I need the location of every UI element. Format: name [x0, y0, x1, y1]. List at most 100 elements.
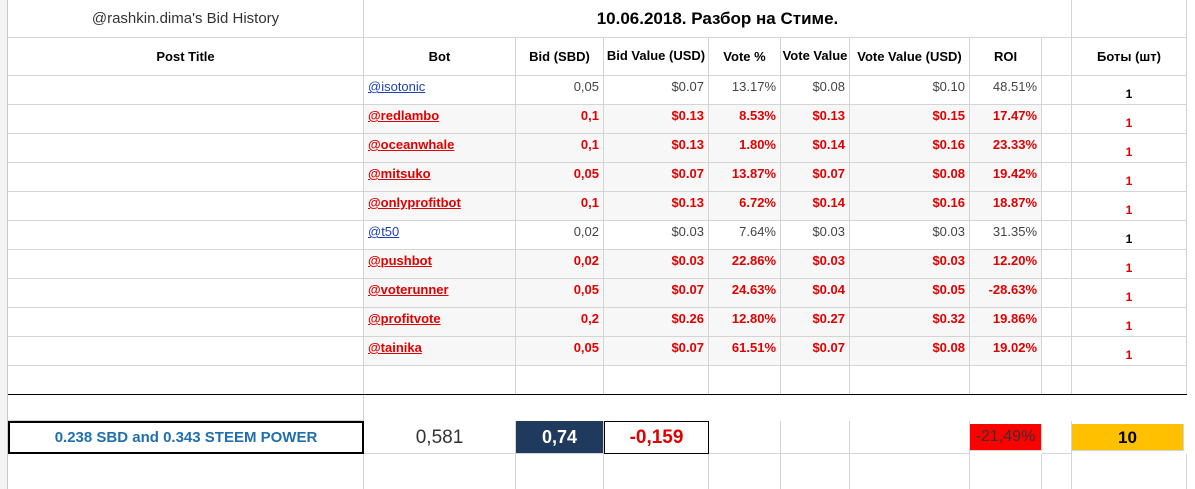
- bots-count-cell[interactable]: 1: [1072, 337, 1187, 366]
- vote-percent-cell[interactable]: 7.64%: [709, 221, 781, 250]
- bot-link-cell[interactable]: @onlyprofitbot: [364, 192, 516, 221]
- empty-cell[interactable]: [364, 454, 516, 489]
- col-header-vote-value-usd[interactable]: Vote Value (USD): [850, 38, 970, 76]
- empty-cell[interactable]: [8, 192, 364, 221]
- empty-cell[interactable]: [1042, 38, 1072, 76]
- roi-cell[interactable]: 19.02%: [970, 337, 1042, 366]
- empty-cell[interactable]: [516, 365, 604, 395]
- vote-percent-cell[interactable]: 1.80%: [709, 134, 781, 163]
- empty-cell[interactable]: [781, 454, 850, 489]
- bid-value-usd-cell[interactable]: $0.07: [604, 76, 709, 105]
- empty-cell[interactable]: [1072, 454, 1187, 489]
- col-header-vote-pct[interactable]: Vote %: [709, 38, 781, 76]
- bid-sbd-cell[interactable]: 0,05: [516, 163, 604, 192]
- bots-count-cell[interactable]: 1: [1072, 105, 1187, 134]
- empty-cell[interactable]: [1042, 365, 1072, 395]
- col-header-roi[interactable]: ROI: [970, 38, 1042, 76]
- vote-value-cell[interactable]: $0.07: [781, 163, 850, 192]
- empty-cell[interactable]: [781, 365, 850, 395]
- roi-cell[interactable]: 48.51%: [970, 76, 1042, 105]
- vote-value-cell[interactable]: $0.13: [781, 105, 850, 134]
- empty-cell[interactable]: [781, 421, 850, 454]
- bot-link[interactable]: @onlyprofitbot: [368, 195, 461, 210]
- empty-cell[interactable]: [8, 76, 364, 105]
- vote-value-usd-cell[interactable]: $0.08: [850, 337, 970, 366]
- vote-value-usd-cell[interactable]: $0.05: [850, 279, 970, 308]
- col-header-bots-count[interactable]: Боты (шт): [1072, 38, 1187, 76]
- date-title-cell[interactable]: 10.06.2018. Разбор на Стиме.: [364, 0, 1072, 38]
- empty-cell[interactable]: [8, 105, 364, 134]
- empty-cell[interactable]: [1042, 421, 1072, 454]
- empty-cell[interactable]: [8, 134, 364, 163]
- bid-sbd-cell[interactable]: 0,05: [516, 76, 604, 105]
- bot-link-cell[interactable]: @voterunner: [364, 279, 516, 308]
- bots-count-cell[interactable]: 1: [1072, 221, 1187, 250]
- roi-cell[interactable]: 19.42%: [970, 163, 1042, 192]
- empty-cell[interactable]: [1042, 134, 1072, 163]
- vote-percent-cell[interactable]: 13.87%: [709, 163, 781, 192]
- empty-cell[interactable]: [850, 365, 970, 395]
- roi-cell[interactable]: 31.35%: [970, 221, 1042, 250]
- empty-cell[interactable]: [1042, 279, 1072, 308]
- vote-percent-cell[interactable]: 61.51%: [709, 337, 781, 366]
- empty-cell[interactable]: [1042, 76, 1072, 105]
- vote-value-usd-cell[interactable]: $0.03: [850, 250, 970, 279]
- vote-value-cell[interactable]: $0.27: [781, 308, 850, 337]
- empty-cell[interactable]: [970, 454, 1042, 489]
- empty-cell[interactable]: [709, 454, 781, 489]
- bots-count-cell[interactable]: 1: [1072, 308, 1187, 337]
- bots-count-cell[interactable]: 1: [1072, 250, 1187, 279]
- bid-sbd-cell[interactable]: 0,2: [516, 308, 604, 337]
- bot-link-cell[interactable]: @isotonic: [364, 76, 516, 105]
- bot-link[interactable]: @tainika: [368, 340, 422, 355]
- bid-sbd-cell[interactable]: 0,05: [516, 279, 604, 308]
- empty-cell[interactable]: [1042, 250, 1072, 279]
- bid-value-usd-cell[interactable]: $0.26: [604, 308, 709, 337]
- empty-cell[interactable]: [1042, 105, 1072, 134]
- bot-link-cell[interactable]: @mitsuko: [364, 163, 516, 192]
- roi-cell[interactable]: 23.33%: [970, 134, 1042, 163]
- empty-cell[interactable]: [1042, 337, 1072, 366]
- empty-cell[interactable]: [8, 395, 364, 421]
- bot-link[interactable]: @mitsuko: [368, 166, 431, 181]
- col-header-bid-value[interactable]: Bid Value (USD): [604, 38, 709, 76]
- empty-cell[interactable]: [1042, 454, 1072, 489]
- vote-percent-cell[interactable]: 8.53%: [709, 105, 781, 134]
- bid-value-usd-cell[interactable]: $0.03: [604, 221, 709, 250]
- empty-cell[interactable]: [1042, 163, 1072, 192]
- bot-link[interactable]: @pushbot: [368, 253, 432, 268]
- bot-link[interactable]: @t50: [368, 224, 400, 239]
- roi-cell[interactable]: 18.87%: [970, 192, 1042, 221]
- vote-value-cell[interactable]: $0.07: [781, 337, 850, 366]
- bot-link-cell[interactable]: @oceanwhale: [364, 134, 516, 163]
- bid-sbd-cell[interactable]: 0,1: [516, 192, 604, 221]
- vote-percent-cell[interactable]: 12.80%: [709, 308, 781, 337]
- empty-cell[interactable]: [604, 454, 709, 489]
- empty-cell[interactable]: [604, 365, 709, 395]
- vote-percent-cell[interactable]: 24.63%: [709, 279, 781, 308]
- bid-value-usd-cell[interactable]: $0.13: [604, 105, 709, 134]
- bid-sbd-cell[interactable]: 0,02: [516, 250, 604, 279]
- vote-percent-cell[interactable]: 22.86%: [709, 250, 781, 279]
- empty-cell[interactable]: [8, 250, 364, 279]
- bots-count-cell[interactable]: 1: [1072, 279, 1187, 308]
- col-header-post-title[interactable]: Post Title: [8, 38, 364, 76]
- vote-value-cell[interactable]: $0.08: [781, 76, 850, 105]
- empty-cell[interactable]: [970, 365, 1042, 395]
- empty-cell[interactable]: [8, 454, 364, 489]
- empty-cell[interactable]: [8, 308, 364, 337]
- bid-value-usd-cell[interactable]: $0.13: [604, 134, 709, 163]
- bot-link-cell[interactable]: @pushbot: [364, 250, 516, 279]
- vote-value-cell[interactable]: $0.03: [781, 221, 850, 250]
- empty-cell[interactable]: [1072, 0, 1187, 38]
- bot-link[interactable]: @isotonic: [368, 79, 426, 94]
- bid-value-total-cell[interactable]: 0,74: [516, 421, 604, 454]
- bot-link[interactable]: @redlambo: [368, 108, 440, 123]
- empty-cell[interactable]: [850, 421, 970, 454]
- roi-cell[interactable]: 12.20%: [970, 250, 1042, 279]
- empty-cell[interactable]: [8, 279, 364, 308]
- vote-value-usd-cell[interactable]: $0.10: [850, 76, 970, 105]
- bot-link-cell[interactable]: @profitvote: [364, 308, 516, 337]
- vote-value-usd-cell[interactable]: $0.08: [850, 163, 970, 192]
- bot-link[interactable]: @oceanwhale: [368, 137, 455, 152]
